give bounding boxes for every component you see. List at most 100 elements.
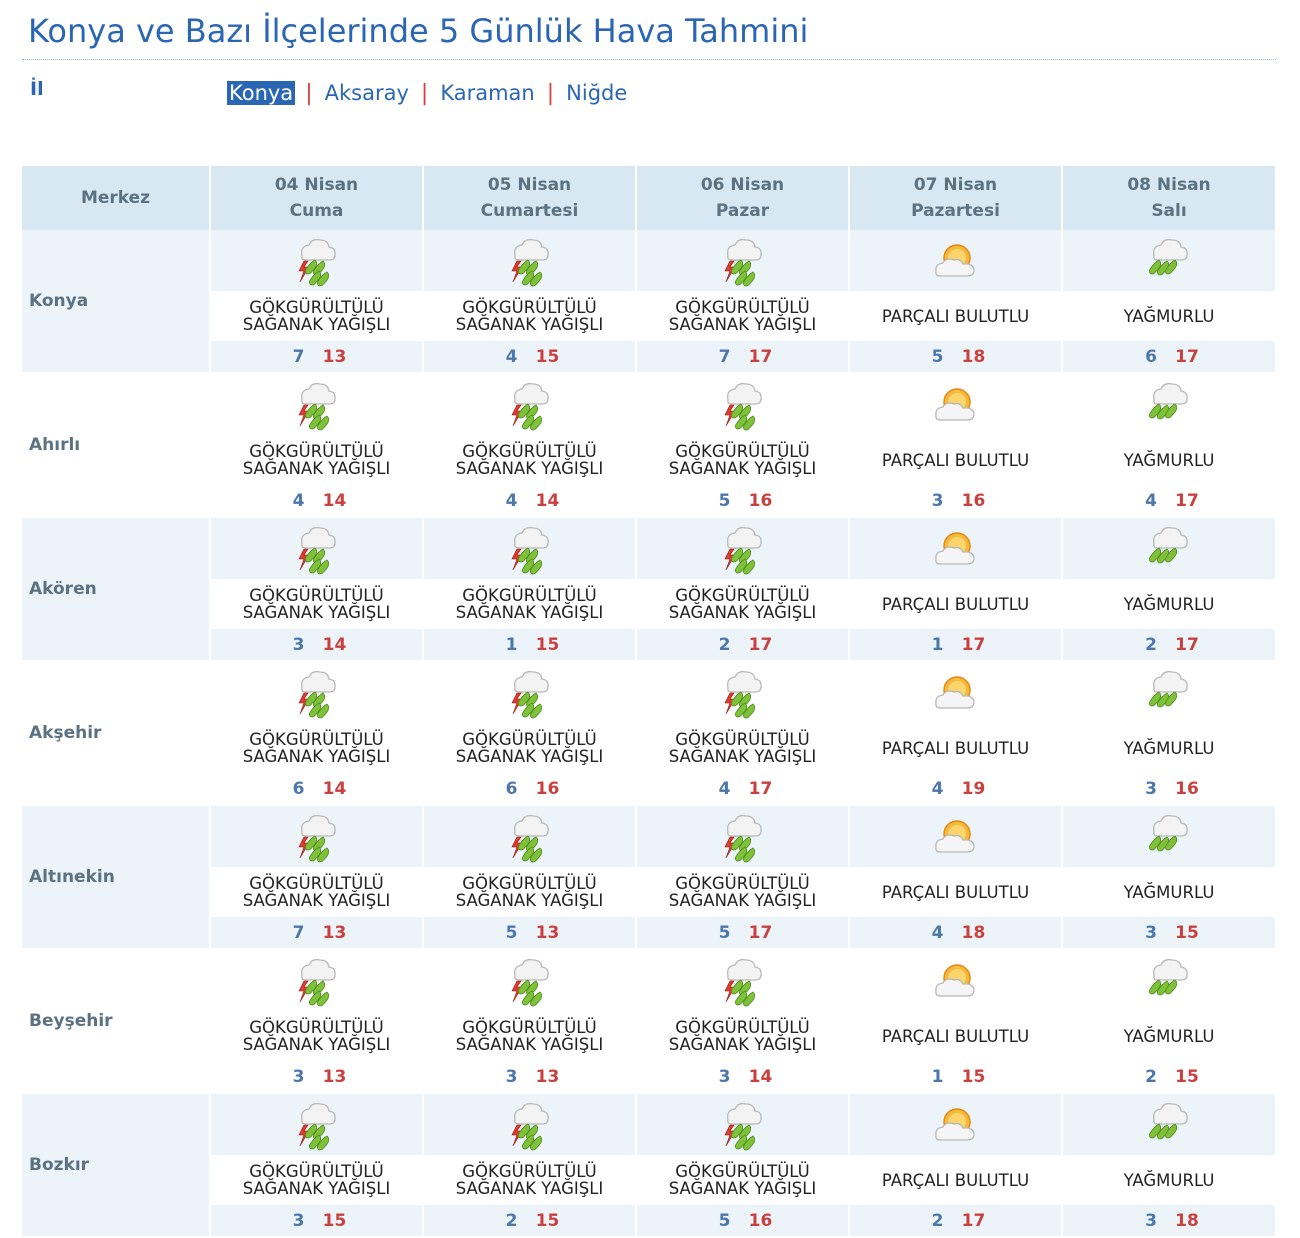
temperature-band: 6 16	[424, 773, 635, 804]
station-name[interactable]: Altınekin	[22, 805, 210, 949]
province-link-3[interactable]: Karaman	[440, 81, 535, 105]
table-row: Bozkır GÖKGÜRÜLTÜLÜ SAĞANAK YAĞIŞLI 3 15 GÖKG…	[22, 1093, 1275, 1237]
day-date: 07 Nisan	[913, 175, 998, 195]
station-name[interactable]: Konya	[22, 230, 210, 373]
condition-text: YAĞMURLU	[1063, 867, 1275, 917]
thunderstorm-icon	[424, 374, 635, 435]
max-temp: 16	[748, 1210, 773, 1231]
max-temp: 17	[1175, 346, 1199, 367]
temperature-band: 4 19	[850, 773, 1061, 804]
max-temp: 17	[748, 778, 773, 799]
forecast-cell: GÖKGÜRÜLTÜLÜ SAĞANAK YAĞIŞLI 5 17	[635, 805, 849, 949]
condition-line-1: YAĞMURLU	[1123, 594, 1215, 614]
max-temp: 17	[748, 634, 773, 655]
min-temp: 2	[931, 1210, 944, 1231]
forecast-cell: GÖKGÜRÜLTÜLÜ SAĞANAK YAĞIŞLI 4 15	[422, 230, 636, 373]
condition-line-1: GÖKGÜRÜLTÜLÜ	[462, 874, 597, 893]
day-weekday: Pazar	[715, 201, 770, 221]
condition-text: GÖKGÜRÜLTÜLÜ SAĞANAK YAĞIŞLI	[637, 291, 848, 341]
max-temp: 17	[1175, 490, 1199, 511]
min-temp: 2	[1145, 634, 1157, 655]
temperature-band: 6 14	[211, 773, 422, 804]
condition-text: GÖKGÜRÜLTÜLÜ SAĞANAK YAĞIŞLI	[424, 435, 635, 485]
thunderstorm-icon	[637, 662, 848, 723]
condition-text: GÖKGÜRÜLTÜLÜ SAĞANAK YAĞIŞLI	[211, 723, 422, 773]
day-column-header: 08 Nisan Salı	[1061, 166, 1275, 230]
forecast-cell: GÖKGÜRÜLTÜLÜ SAĞANAK YAĞIŞLI 7 13	[209, 230, 423, 373]
condition-text: YAĞMURLU	[1063, 723, 1275, 773]
forecast-cell: GÖKGÜRÜLTÜLÜ SAĞANAK YAĞIŞLI 1 15	[422, 517, 636, 661]
temperature-band: 1 15	[424, 629, 635, 660]
thunderstorm-icon	[424, 230, 635, 291]
condition-line-1: GÖKGÜRÜLTÜLÜ	[675, 298, 810, 317]
condition-line-1: PARÇALI BULUTLU	[881, 1026, 1030, 1046]
condition-line-2: SAĞANAK YAĞIŞLI	[242, 603, 391, 622]
condition-text: GÖKGÜRÜLTÜLÜ SAĞANAK YAĞIŞLI	[211, 1011, 422, 1061]
condition-line-1: GÖKGÜRÜLTÜLÜ	[462, 730, 597, 749]
temperature-band: 3 18	[1063, 1205, 1275, 1236]
condition-line-2: SAĞANAK YAĞIŞLI	[668, 1179, 817, 1198]
forecast-cell: GÖKGÜRÜLTÜLÜ SAĞANAK YAĞIŞLI 5 16	[635, 373, 849, 517]
min-temp: 7	[292, 922, 305, 943]
province-link-2[interactable]: Aksaray	[324, 81, 409, 105]
min-temp: 5	[718, 1210, 731, 1231]
max-temp: 13	[322, 346, 347, 367]
condition-line-2: SAĞANAK YAĞIŞLI	[242, 1035, 391, 1054]
condition-text: GÖKGÜRÜLTÜLÜ SAĞANAK YAĞIŞLI	[211, 867, 422, 917]
condition-line-2: SAĞANAK YAĞIŞLI	[455, 1035, 604, 1054]
station-name[interactable]: Akören	[22, 517, 210, 661]
thunderstorm-icon	[211, 806, 422, 867]
min-temp: 5	[718, 490, 731, 511]
temperature-band: 5 18	[850, 341, 1061, 372]
temperature-band: 4 14	[424, 485, 635, 516]
rain-icon	[1063, 662, 1275, 723]
station-name[interactable]: Akşehir	[22, 661, 210, 805]
condition-line-1: YAĞMURLU	[1123, 1026, 1215, 1046]
table-header-row: Merkez 04 Nisan Cuma 05 Nisan Cumartesi 06 N…	[22, 166, 1275, 230]
condition-line-1: GÖKGÜRÜLTÜLÜ	[249, 1018, 384, 1037]
condition-line-1: GÖKGÜRÜLTÜLÜ	[675, 586, 810, 605]
temperature-band: 1 15	[850, 1061, 1061, 1092]
condition-text: GÖKGÜRÜLTÜLÜ SAĞANAK YAĞIŞLI	[211, 291, 422, 341]
max-temp: 16	[961, 490, 986, 511]
forecast-cell: GÖKGÜRÜLTÜLÜ SAĞANAK YAĞIŞLI 3 13	[422, 949, 636, 1093]
station-name[interactable]: Bozkır	[22, 1093, 210, 1237]
partly-cloudy-icon	[850, 1094, 1061, 1155]
max-temp: 18	[961, 922, 986, 943]
forecast-cell: GÖKGÜRÜLTÜLÜ SAĞANAK YAĞIŞLI 6 14	[209, 661, 423, 805]
province-link-1[interactable]: Konya	[227, 81, 296, 105]
condition-line-1: PARÇALI BULUTLU	[881, 450, 1030, 470]
temperature-band: 5 16	[637, 1205, 848, 1236]
thunderstorm-icon	[211, 518, 422, 579]
max-temp: 14	[535, 490, 560, 511]
condition-line-2: SAĞANAK YAĞIŞLI	[668, 747, 817, 766]
min-temp: 2	[718, 634, 731, 655]
min-temp: 4	[505, 490, 518, 511]
max-temp: 13	[535, 922, 560, 943]
nav-separator: |	[420, 80, 429, 106]
day-column-header: 07 Nisan Pazartesi	[848, 166, 1062, 230]
station-name[interactable]: Ahırlı	[22, 373, 210, 517]
max-temp: 13	[322, 922, 347, 943]
max-temp: 19	[961, 778, 986, 799]
max-temp: 16	[535, 778, 560, 799]
forecast-cell: GÖKGÜRÜLTÜLÜ SAĞANAK YAĞIŞLI 4 17	[635, 661, 849, 805]
temperature-band: 4 15	[424, 341, 635, 372]
thunderstorm-icon	[424, 518, 635, 579]
condition-line-1: GÖKGÜRÜLTÜLÜ	[249, 442, 384, 461]
condition-line-1: PARÇALI BULUTLU	[881, 882, 1030, 902]
condition-text: GÖKGÜRÜLTÜLÜ SAĞANAK YAĞIŞLI	[637, 723, 848, 773]
condition-text: YAĞMURLU	[1063, 579, 1275, 629]
nav-separator: |	[305, 80, 313, 106]
station-name[interactable]: Beyşehir	[22, 949, 210, 1093]
condition-line-2: SAĞANAK YAĞIŞLI	[668, 1035, 817, 1054]
province-link-4[interactable]: Niğde	[566, 81, 628, 105]
temperature-band: 3 15	[1063, 917, 1275, 948]
condition-text: GÖKGÜRÜLTÜLÜ SAĞANAK YAĞIŞLI	[424, 1155, 635, 1205]
max-temp: 13	[535, 1066, 560, 1087]
condition-text: YAĞMURLU	[1063, 1155, 1275, 1205]
min-temp: 2	[1145, 1066, 1157, 1087]
forecast-cell: GÖKGÜRÜLTÜLÜ SAĞANAK YAĞIŞLI 4 14	[422, 373, 636, 517]
max-temp: 15	[961, 1066, 986, 1087]
forecast-cell: YAĞMURLU 3 18	[1061, 1093, 1275, 1237]
